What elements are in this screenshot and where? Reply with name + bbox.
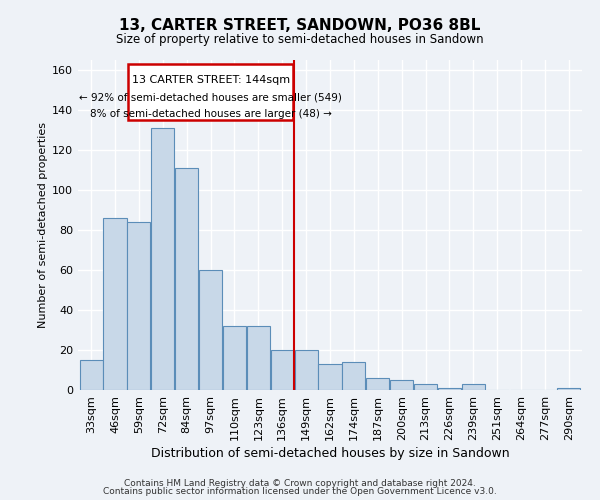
Bar bbox=[151, 128, 175, 390]
Bar bbox=[80, 360, 103, 390]
Bar bbox=[103, 218, 127, 390]
Y-axis label: Number of semi-detached properties: Number of semi-detached properties bbox=[38, 122, 48, 328]
Text: Contains public sector information licensed under the Open Government Licence v3: Contains public sector information licen… bbox=[103, 487, 497, 496]
Text: 13, CARTER STREET, SANDOWN, PO36 8BL: 13, CARTER STREET, SANDOWN, PO36 8BL bbox=[119, 18, 481, 32]
Bar bbox=[199, 270, 222, 390]
Bar bbox=[175, 168, 198, 390]
Bar bbox=[557, 388, 580, 390]
Text: Contains HM Land Registry data © Crown copyright and database right 2024.: Contains HM Land Registry data © Crown c… bbox=[124, 478, 476, 488]
X-axis label: Distribution of semi-detached houses by size in Sandown: Distribution of semi-detached houses by … bbox=[151, 447, 509, 460]
Bar bbox=[366, 378, 389, 390]
Bar bbox=[319, 364, 341, 390]
Bar bbox=[390, 380, 413, 390]
Text: 8% of semi-detached houses are larger (48) →: 8% of semi-detached houses are larger (4… bbox=[89, 109, 332, 119]
Text: 13 CARTER STREET: 144sqm: 13 CARTER STREET: 144sqm bbox=[131, 75, 290, 85]
Bar bbox=[247, 326, 270, 390]
Text: ← 92% of semi-detached houses are smaller (549): ← 92% of semi-detached houses are smalle… bbox=[79, 92, 342, 102]
Text: Size of property relative to semi-detached houses in Sandown: Size of property relative to semi-detach… bbox=[116, 32, 484, 46]
Bar bbox=[462, 384, 485, 390]
Bar bbox=[438, 388, 461, 390]
Bar bbox=[223, 326, 246, 390]
Bar bbox=[414, 384, 437, 390]
FancyBboxPatch shape bbox=[128, 64, 293, 120]
Bar bbox=[127, 222, 151, 390]
Bar bbox=[295, 350, 317, 390]
Bar bbox=[343, 362, 365, 390]
Bar bbox=[271, 350, 294, 390]
